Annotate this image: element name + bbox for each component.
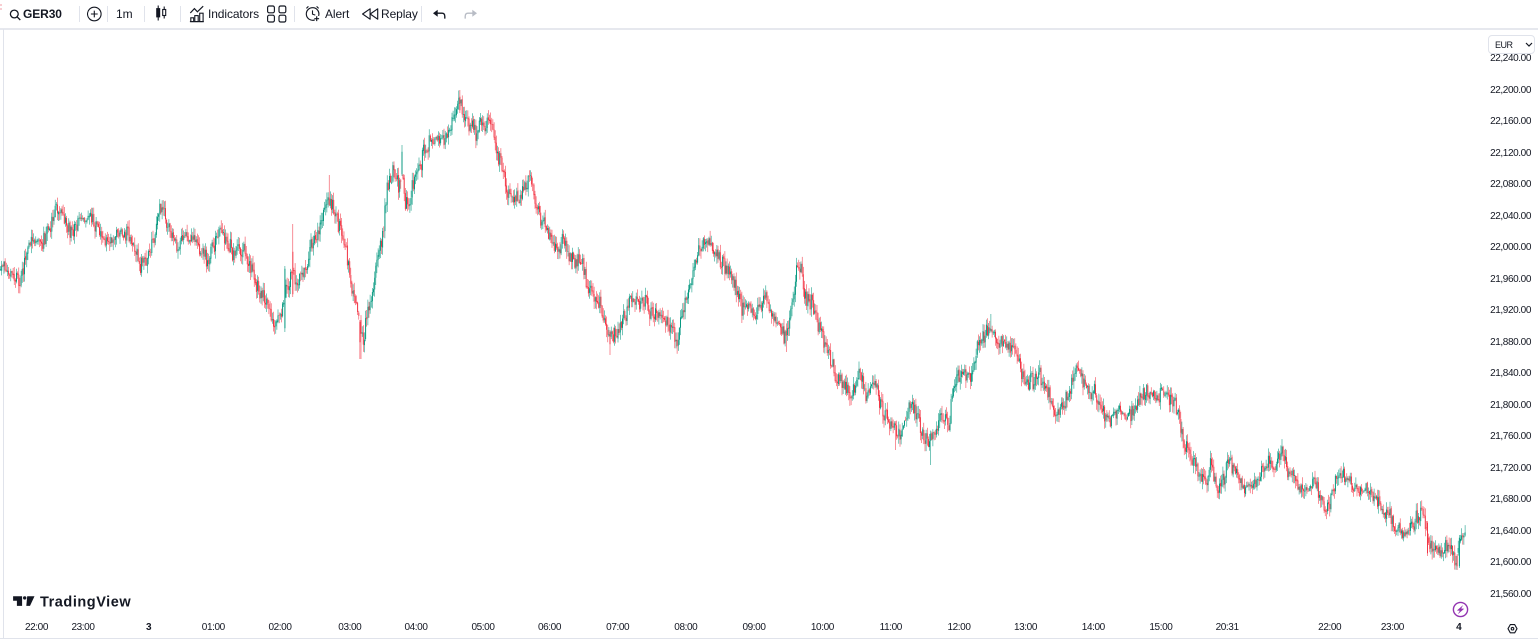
svg-text:TradingView: TradingView — [40, 595, 131, 611]
